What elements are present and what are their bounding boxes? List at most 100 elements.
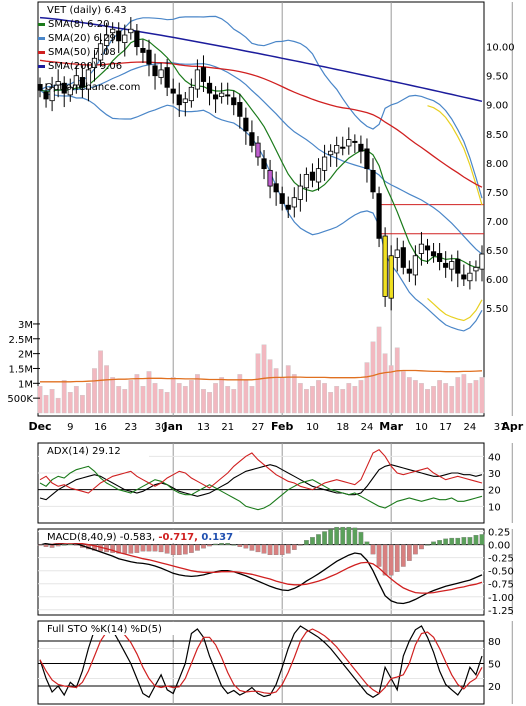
volume-tick-label: 1M (18, 379, 33, 390)
volume-bar (267, 359, 273, 414)
candle-body (225, 94, 231, 97)
macd-histogram-bar (467, 537, 473, 545)
candle-body (97, 43, 104, 61)
macd-histogram-bar (164, 544, 170, 554)
volume-bar (449, 386, 455, 414)
macd-histogram-bar (419, 544, 424, 550)
volume-bar (322, 383, 327, 414)
macd-histogram-bar (334, 526, 340, 545)
macd-histogram-bar (189, 544, 194, 553)
x-axis-label: 10 (415, 422, 428, 433)
volume-bar (61, 380, 67, 414)
macd-histogram-bar (243, 544, 249, 549)
candle-body (382, 235, 388, 297)
macd-histogram-bar (431, 541, 436, 545)
candle-body (267, 169, 273, 187)
price-tick-label: 6.50 (486, 246, 508, 257)
macd-histogram-bar (322, 531, 327, 545)
candle-body (164, 67, 170, 88)
volume-bar (394, 347, 400, 414)
macd-tick-label: -0.75 (488, 580, 514, 591)
volume-bar (467, 383, 473, 414)
adx-title-bg (39, 444, 149, 457)
macd-histogram-bar (413, 544, 418, 555)
volume-bar (104, 365, 110, 414)
x-axis-label: Jan (163, 420, 183, 433)
macd-histogram-bar (370, 544, 376, 555)
candle-body (116, 30, 122, 42)
candle-body (152, 65, 158, 77)
macd-title-bg (39, 530, 239, 543)
macd-histogram-bar (37, 544, 43, 546)
bollinger-lower (39, 89, 483, 332)
x-axis-label: Mar (379, 420, 403, 433)
volume-bar (340, 389, 346, 414)
volume-bar (461, 374, 467, 414)
candle-body (449, 261, 455, 270)
x-axis-label: 9 (67, 422, 73, 433)
volume-bar (310, 386, 315, 414)
candle-body (394, 249, 400, 258)
candle-body (412, 255, 418, 276)
volume-bar (279, 377, 285, 414)
price-tick-label: 9.50 (486, 72, 508, 83)
volume-bar (328, 392, 334, 414)
candle-body (309, 171, 316, 181)
x-axis-label: 31 (494, 422, 507, 433)
legend-label: SMA(200) 9.06 (48, 61, 122, 72)
volume-bar (43, 394, 49, 414)
candle-body (424, 245, 431, 251)
candle-body (231, 97, 237, 106)
volume-bar (231, 389, 237, 414)
macd-histogram-bar (455, 537, 461, 545)
macd-histogram-bar (67, 543, 73, 545)
macd-histogram-bar (304, 540, 309, 545)
macd-histogram-bar (207, 544, 212, 547)
macd-histogram-bar (249, 544, 255, 551)
price-candles (37, 17, 485, 311)
volume-bars (37, 326, 485, 576)
legend-label: SMA(20) 6.29 (48, 33, 116, 44)
volume-tick-label: 2M (18, 350, 33, 361)
x-axis-label: 17 (439, 422, 452, 433)
candle-body (328, 150, 334, 156)
macd-histogram-bar (406, 544, 412, 561)
adx-series-di (39, 465, 483, 511)
candle-body (212, 94, 219, 100)
volume-bar (98, 350, 103, 414)
macd-title: MACD(8,40,9) -0.583, -0.717, 0.137 (47, 532, 233, 543)
macd-histogram-bar (122, 544, 128, 554)
axis-labels: 10.00 9.50 9.00 8.50 8.00 7.50 7.00 6.50 6.00 5.5… (7, 43, 523, 693)
volume-bar (219, 377, 225, 414)
volume-bar (412, 380, 418, 414)
volume-bar (213, 383, 218, 414)
candle-body (73, 75, 79, 86)
volume-bar (443, 383, 449, 414)
candle-body (364, 148, 370, 170)
volume-bar (273, 368, 279, 414)
candle-body (400, 247, 406, 268)
candle-body (376, 193, 382, 239)
volume-average-line (40, 369, 483, 383)
x-axis-label: 30 (155, 422, 168, 433)
volume-bar (158, 389, 164, 414)
candle-body (297, 185, 303, 200)
macd-histogram-bar (116, 544, 122, 554)
volume-bar (376, 326, 382, 414)
macd-histogram-bar (400, 544, 406, 567)
legend-swatch (38, 23, 45, 26)
candle-body (67, 86, 73, 96)
macd-histogram-bar (128, 544, 134, 554)
macd-histogram-bar (146, 544, 152, 552)
sto-title: Full STO %K(14) %D(5) (47, 624, 162, 635)
candle-body (85, 69, 92, 90)
candle-body (479, 253, 485, 270)
x-axis-label: 16 (94, 422, 107, 433)
candle-body (455, 258, 461, 274)
macd-histogram-bar (279, 544, 285, 556)
volume-bar (382, 353, 388, 414)
candle-body (194, 69, 201, 90)
macd-tick-label: -0.50 (488, 567, 514, 578)
candle-body (134, 30, 140, 48)
macd-histogram-bar (316, 534, 321, 545)
